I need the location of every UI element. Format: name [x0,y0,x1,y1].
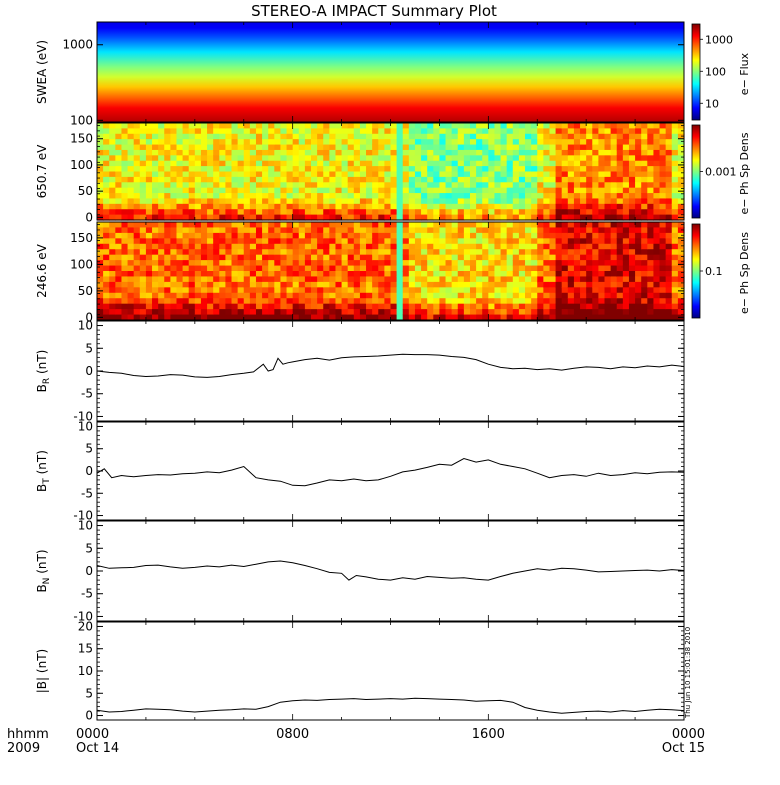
pad650-ytick-label: 50 [78,184,93,198]
bmag-series-line [96,697,685,714]
bt-series-line [96,457,685,487]
time-tick-label: 0800 [276,727,309,742]
bn-frame [96,520,685,622]
br-ytick-label: 10 [78,319,93,333]
bmag-frame [96,621,685,721]
pad246-ytick-label: 150 [70,231,93,245]
panel-bmag: 0 5 10 15 20 |B| (nT) [35,619,685,723]
swea-ytick-label: 1000 [62,38,93,52]
generation-timestamp: Thu Jun 10 15:01:38 2010 [684,627,692,719]
bn-ytick-label: -10 [73,609,93,623]
pad650-ytick-label: 0 [85,210,93,224]
pad246-ylabel: 246.6 eV [35,243,49,298]
bmag-ytick-label: 5 [85,686,93,700]
pad650-ytick-label: 150 [70,132,93,146]
swea-colorbar-label: e− Flux [738,52,751,95]
bn-ylabel: BN (nT) [35,549,52,592]
br-ytick-label: 5 [85,341,93,355]
swea-colorbar-tick-label: 1000 [705,33,733,46]
br-frame [96,320,685,422]
bn-ytick-label: 10 [78,519,93,533]
bn-ytick-label: -5 [81,587,93,601]
pad650-spectrogram [97,123,685,221]
pad246-spectrogram [97,222,685,321]
pad650-colorbar-label: e− Ph Sp Dens [738,132,751,214]
panel-br: -10 -5 0 5 10 BR (nT) [35,319,685,423]
br-ytick-label: -10 [73,409,93,423]
swea-colorbar-tick-label: 10 [705,97,719,110]
time-tick-date-label: Oct 15 [662,741,705,756]
bt-ytick-label: -10 [73,509,93,523]
bt-ytick-label: 5 [85,442,93,456]
time-tick-label: 0000 [76,727,109,742]
chart-title: STEREO-A IMPACT Summary Plot [251,2,497,20]
bmag-ytick-label: 20 [78,619,93,633]
pad246-colorbar [691,223,701,319]
bmag-ylabel: |B| (nT) [35,649,49,693]
br-series-line [96,353,685,378]
pad246-ytick-label: 0 [85,310,93,324]
panel-swea: 10 100 1000 e− Flux 100 1000 SWEA (eV) [35,21,751,127]
bn-ytick-label: 0 [85,564,93,578]
bt-ytick-label: -5 [81,486,93,500]
swea-colorbar-tick-label: 100 [705,65,726,78]
bn-ytick-label: 5 [85,541,93,555]
panel-pad246: 0.1 e− Ph Sp Dens 0 50 100 150 246.6 eV [35,221,751,324]
pad246-ytick-label: 100 [70,257,93,271]
time-tick-date-label: Oct 14 [76,741,119,756]
swea-spectrogram [97,22,684,122]
bt-frame [96,421,685,521]
pad246-colorbar-tick-label: 0.1 [705,265,723,278]
br-ytick-label: 0 [85,364,93,378]
swea-colorbar [691,23,701,121]
br-ylabel: BR (nT) [35,350,52,393]
pad650-colorbar-tick-label: 0.001 [705,166,737,179]
bmag-ytick-label: 15 [78,642,93,656]
bt-ytick-label: 0 [85,464,93,478]
pad650-ylabel: 650.7 eV [35,144,49,199]
panel-bn: -10 -5 0 5 10 BN (nT) [35,519,685,623]
panel-pad650: 0.001 e− Ph Sp Dens 0 50 100 150 650.7 eV [35,122,751,224]
time-axis-row-label-hhmm: hhmm [7,727,49,742]
panel-bt: -10 -5 0 5 10 BT (nT) [35,419,685,523]
pad246-ytick-label: 50 [78,284,93,298]
bmag-ytick-label: 0 [85,709,93,723]
time-tick-label: 0000 [672,727,705,742]
bmag-ytick-label: 10 [78,664,93,678]
time-axis-row-label-year: 2009 [7,741,40,756]
pad246-colorbar-label: e− Ph Sp Dens [738,232,751,314]
pad650-colorbar [691,124,701,219]
swea-ylabel: SWEA (eV) [35,40,49,104]
bn-series-line [96,560,685,581]
bt-ylabel: BT (nT) [35,450,52,492]
pad650-ytick-label: 100 [70,158,93,172]
br-ytick-label: -5 [81,387,93,401]
bt-ytick-label: 10 [78,419,93,433]
swea-ytick-label: 100 [70,113,93,127]
time-tick-label: 1600 [472,727,505,742]
